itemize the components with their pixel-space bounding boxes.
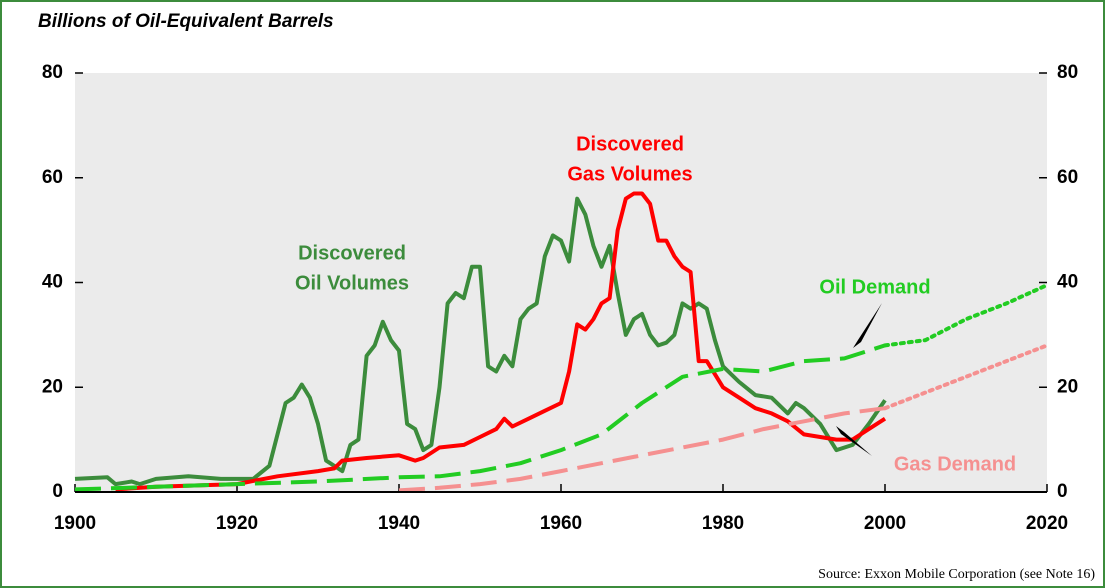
demand-line	[74, 343, 886, 492]
y-tick-label: 80	[42, 62, 63, 83]
y-tick-label: 20	[42, 376, 63, 397]
annotation: Gas Demand	[894, 453, 1016, 475]
data-line	[74, 196, 887, 487]
x-tick-label: 1920	[216, 513, 258, 534]
source: Source: Exxon Mobile Corporation (see No…	[818, 567, 1095, 582]
x-tick-label: 1900	[54, 513, 96, 534]
annotation: Oil Volumes	[295, 272, 409, 294]
x-tick-label: 1940	[378, 513, 420, 534]
x-tick-label: 2020	[1026, 513, 1068, 534]
demand-line	[883, 283, 1049, 348]
plot-area	[75, 73, 1047, 492]
y-tick-label: 0	[52, 481, 63, 502]
pointer	[853, 303, 882, 348]
pointer	[836, 426, 872, 456]
x-tick-label: 1980	[702, 513, 744, 534]
annotation: Discovered	[298, 242, 406, 264]
y2-tick-label: 20	[1057, 376, 1078, 397]
annotation: Gas Volumes	[567, 163, 692, 185]
chart-title: Billions of Oil-Equivalent Barrels	[38, 11, 334, 32]
annotation: Oil Demand	[819, 276, 930, 298]
annotation: Discovered	[576, 133, 684, 155]
y-tick-label: 60	[42, 167, 63, 188]
x-tick-label: 1960	[540, 513, 582, 534]
demand-line	[883, 343, 1049, 411]
y-tick-label: 40	[42, 272, 63, 293]
y2-tick-label: 60	[1057, 167, 1078, 188]
demand-line	[398, 406, 886, 493]
y2-tick-label: 40	[1057, 272, 1078, 293]
x-tick-label: 2000	[864, 513, 906, 534]
y2-tick-label: 80	[1057, 62, 1078, 83]
y2-tick-label: 0	[1057, 481, 1068, 502]
data-line	[115, 191, 887, 492]
